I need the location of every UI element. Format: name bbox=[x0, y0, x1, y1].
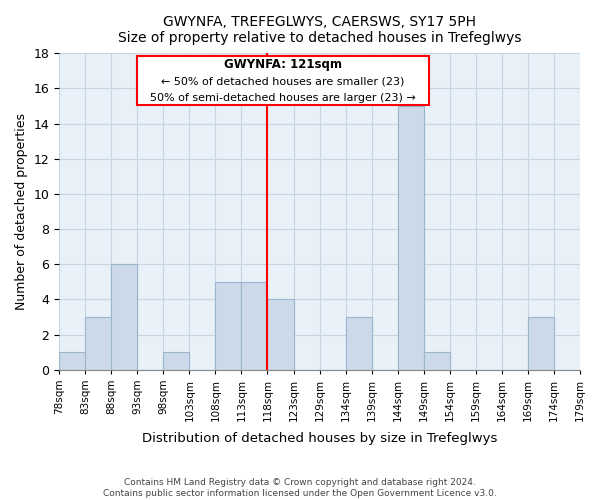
Text: Contains HM Land Registry data © Crown copyright and database right 2024.
Contai: Contains HM Land Registry data © Crown c… bbox=[103, 478, 497, 498]
Y-axis label: Number of detached properties: Number of detached properties bbox=[15, 113, 28, 310]
Bar bbox=[215, 282, 241, 370]
Text: 50% of semi-detached houses are larger (23) →: 50% of semi-detached houses are larger (… bbox=[150, 93, 416, 103]
Bar bbox=[346, 317, 371, 370]
Title: GWYNFA, TREFEGLWYS, CAERSWS, SY17 5PH
Size of property relative to detached hous: GWYNFA, TREFEGLWYS, CAERSWS, SY17 5PH Si… bbox=[118, 15, 521, 45]
Bar bbox=[59, 352, 85, 370]
Bar bbox=[111, 264, 137, 370]
Bar bbox=[528, 317, 554, 370]
Bar bbox=[268, 300, 293, 370]
Text: ← 50% of detached houses are smaller (23): ← 50% of detached houses are smaller (23… bbox=[161, 76, 405, 86]
FancyBboxPatch shape bbox=[137, 56, 429, 105]
Text: GWYNFA: 121sqm: GWYNFA: 121sqm bbox=[224, 58, 342, 71]
Bar bbox=[241, 282, 268, 370]
Bar bbox=[163, 352, 190, 370]
X-axis label: Distribution of detached houses by size in Trefeglwys: Distribution of detached houses by size … bbox=[142, 432, 497, 445]
Bar bbox=[424, 352, 450, 370]
Bar bbox=[398, 106, 424, 370]
Bar bbox=[85, 317, 111, 370]
